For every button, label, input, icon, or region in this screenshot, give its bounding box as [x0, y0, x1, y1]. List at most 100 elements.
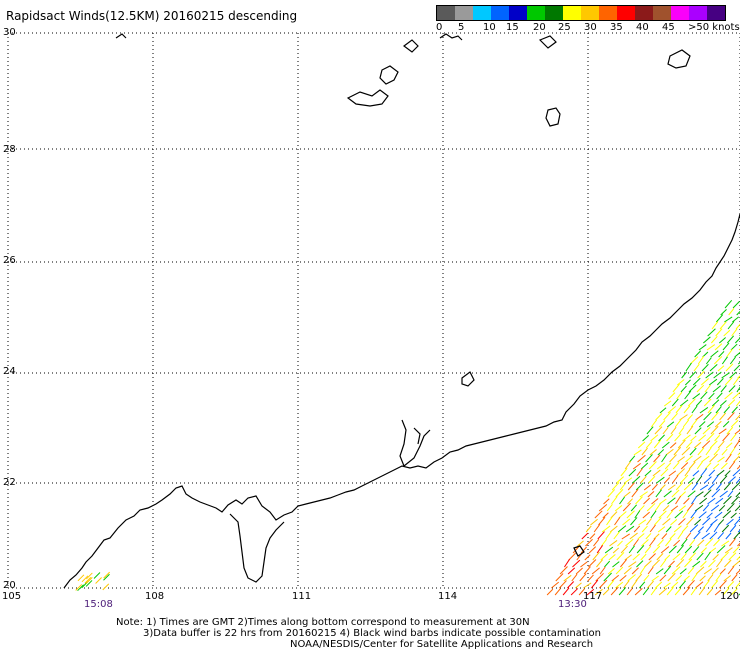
wind-barb: [708, 378, 718, 386]
wind-barb: [696, 461, 703, 470]
wind-barb: [567, 567, 576, 575]
wind-barb: [714, 589, 722, 596]
wind-barb: [707, 574, 714, 582]
legend-color-swatch: [455, 6, 473, 20]
wind-barb: [628, 545, 635, 554]
wind-barb: [721, 540, 730, 547]
wind-barb: [559, 566, 568, 575]
wind-barb: [658, 434, 665, 442]
wind-barb: [584, 554, 591, 561]
wind-barb: [677, 531, 684, 540]
wind-barb: [633, 449, 642, 456]
wind-barb: [684, 545, 693, 554]
wind-barb: [663, 411, 671, 421]
wind-barb: [685, 532, 692, 540]
wind-barb: [612, 547, 620, 554]
wind-barb: [706, 432, 715, 442]
wind-barb: [687, 490, 696, 498]
wind-barb: [687, 567, 695, 575]
wind-barb: [707, 328, 716, 337]
wind-barb: [708, 392, 715, 400]
wind-barb: [727, 412, 735, 421]
wind-barb: [654, 426, 663, 435]
wind-barb: [628, 468, 637, 477]
wind-barb: [627, 574, 636, 582]
wind-barb: [673, 446, 682, 456]
wind-barb: [591, 567, 600, 575]
wind-barb: [663, 565, 672, 575]
wind-barb: [680, 553, 687, 561]
wind-barb: [683, 482, 693, 491]
wind-barb: [629, 532, 638, 540]
wind-barb: [672, 461, 680, 470]
wind-barb: [641, 525, 648, 533]
wind-barb: [655, 413, 663, 421]
wind-barb: [695, 566, 705, 575]
wind-barb: [653, 533, 660, 540]
wind-barb: [732, 546, 740, 554]
wind-barb: [709, 363, 718, 372]
wind-barb: [641, 447, 648, 456]
wind-barb: [706, 512, 713, 519]
wind-barb: [732, 468, 740, 477]
wind-barb: [693, 363, 700, 372]
wind-barb: [728, 385, 736, 393]
wind-barb: [711, 411, 719, 421]
wind-barb: [732, 301, 740, 309]
wind-barb: [664, 462, 672, 470]
wind-barb: [715, 406, 722, 414]
wind-barb: [607, 567, 615, 575]
wind-barb: [658, 587, 668, 596]
wind-barb: [102, 583, 110, 591]
wind-barb: [622, 502, 631, 512]
wind-barb: [737, 542, 740, 547]
wind-barb: [596, 545, 604, 554]
wind-barb: [718, 504, 726, 512]
wind-barb: [653, 439, 662, 449]
wind-barb: [636, 560, 644, 568]
wind-barb: [621, 533, 630, 540]
wind-barb: [669, 532, 676, 540]
wind-barb: [690, 509, 698, 519]
wind-barb: [725, 453, 732, 463]
wind-barb: [581, 532, 589, 540]
wind-barb: [619, 496, 625, 505]
wind-barb: [610, 511, 618, 519]
wind-barb: [613, 531, 620, 540]
wind-barb: [704, 462, 712, 470]
wind-barb: [687, 414, 693, 421]
wind-barb: [728, 552, 737, 561]
wind-barb: [618, 587, 627, 596]
wind-barb: [731, 481, 740, 491]
legend-color-swatch: [689, 6, 707, 20]
wind-barb: [715, 497, 724, 505]
wind-barb: [610, 586, 619, 596]
wind-barb: [676, 391, 683, 400]
wind-barb: [77, 574, 85, 582]
wind-barb: [608, 554, 616, 561]
wind-barb: [718, 428, 727, 435]
wind-barb: [570, 588, 579, 596]
wind-barb: [712, 474, 719, 484]
wind-barb: [723, 495, 732, 505]
wind-barb: [719, 321, 727, 330]
wind-barb: [596, 559, 604, 568]
wind-barb: [716, 392, 723, 400]
wind-barb: [734, 351, 740, 358]
wind-barb: [662, 505, 670, 512]
wind-barb: [615, 581, 624, 589]
wind-barb: [695, 581, 704, 589]
wind-barb: [602, 588, 610, 596]
wind-barb: [567, 581, 575, 589]
wind-barb: [676, 559, 685, 568]
wind-barb: [667, 572, 676, 582]
wind-barb: [636, 545, 645, 554]
wind-barb: [639, 581, 646, 589]
wind-barb: [661, 533, 668, 540]
wind-barb: [669, 454, 677, 463]
wind-barb: [640, 476, 647, 484]
wind-barb: [656, 476, 665, 484]
wind-barb: [614, 505, 623, 512]
wind-barb: [717, 532, 725, 540]
wind-barb: [666, 586, 674, 596]
